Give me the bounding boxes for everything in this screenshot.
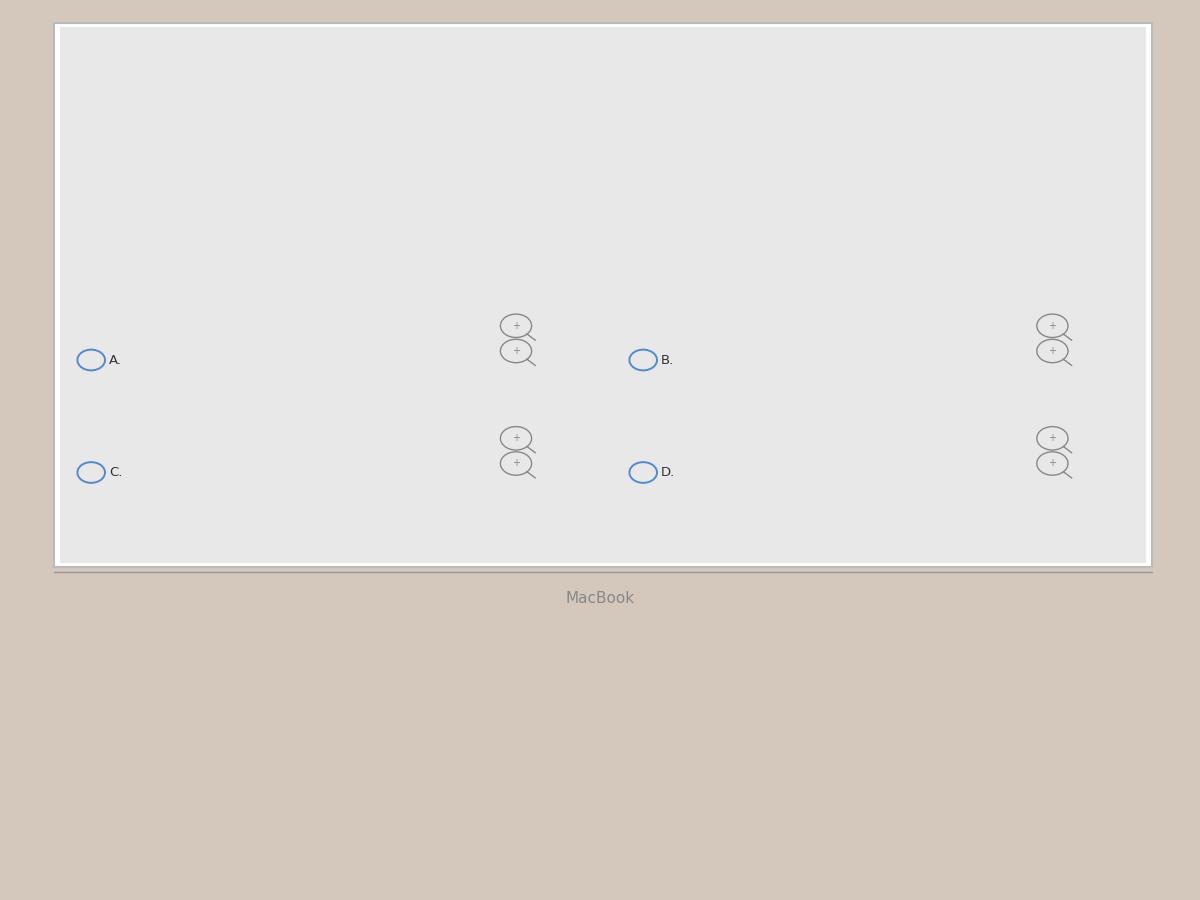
Text: Which boxplot below represents the data?: Which boxplot below represents the data? — [77, 235, 312, 245]
Text: +: + — [512, 320, 520, 331]
Text: 1.0    1.0    1.5    2.0    3.0    3.0    4.0    4.0    4.0    4.0    4.0    4.5: 1.0 1.0 1.5 2.0 3.0 3.0 4.0 4.0 4.0 4.0 … — [77, 100, 654, 110]
Text: +: + — [1049, 458, 1056, 469]
Text: +: + — [512, 458, 520, 469]
Text: +: + — [512, 433, 520, 444]
Bar — [253, 357, 350, 392]
X-axis label: Ratings: Ratings — [299, 439, 337, 449]
Text: The following are the ratings of males by females in an experiment involving spe: The following are the ratings of males b… — [77, 45, 930, 55]
Text: MacBook: MacBook — [565, 591, 635, 606]
Text: C.: C. — [109, 466, 122, 479]
Text: (Use ascending order. Type integers or decimals. Do not round.): (Use ascending order. Type integers or d… — [77, 197, 425, 207]
Bar — [253, 465, 350, 500]
X-axis label: Ratings: Ratings — [863, 547, 901, 557]
X-axis label: Ratings: Ratings — [863, 439, 901, 449]
Text: +: + — [1049, 320, 1056, 331]
Text: A.: A. — [109, 354, 122, 366]
Text: +: + — [1049, 433, 1056, 444]
Text: Next: Next — [1034, 532, 1072, 546]
X-axis label: Ratings: Ratings — [299, 547, 337, 557]
Text: +: + — [512, 346, 520, 356]
Text: D.: D. — [661, 466, 676, 479]
Text: The 5-number summary is  □,  □,  □,  and □.: The 5-number summary is □, □, □, and □. — [77, 159, 332, 169]
Text: .....: ..... — [563, 146, 578, 157]
Bar — [850, 465, 931, 500]
Bar — [850, 357, 914, 392]
Text: +: + — [1049, 346, 1056, 356]
Text: B.: B. — [661, 354, 674, 366]
